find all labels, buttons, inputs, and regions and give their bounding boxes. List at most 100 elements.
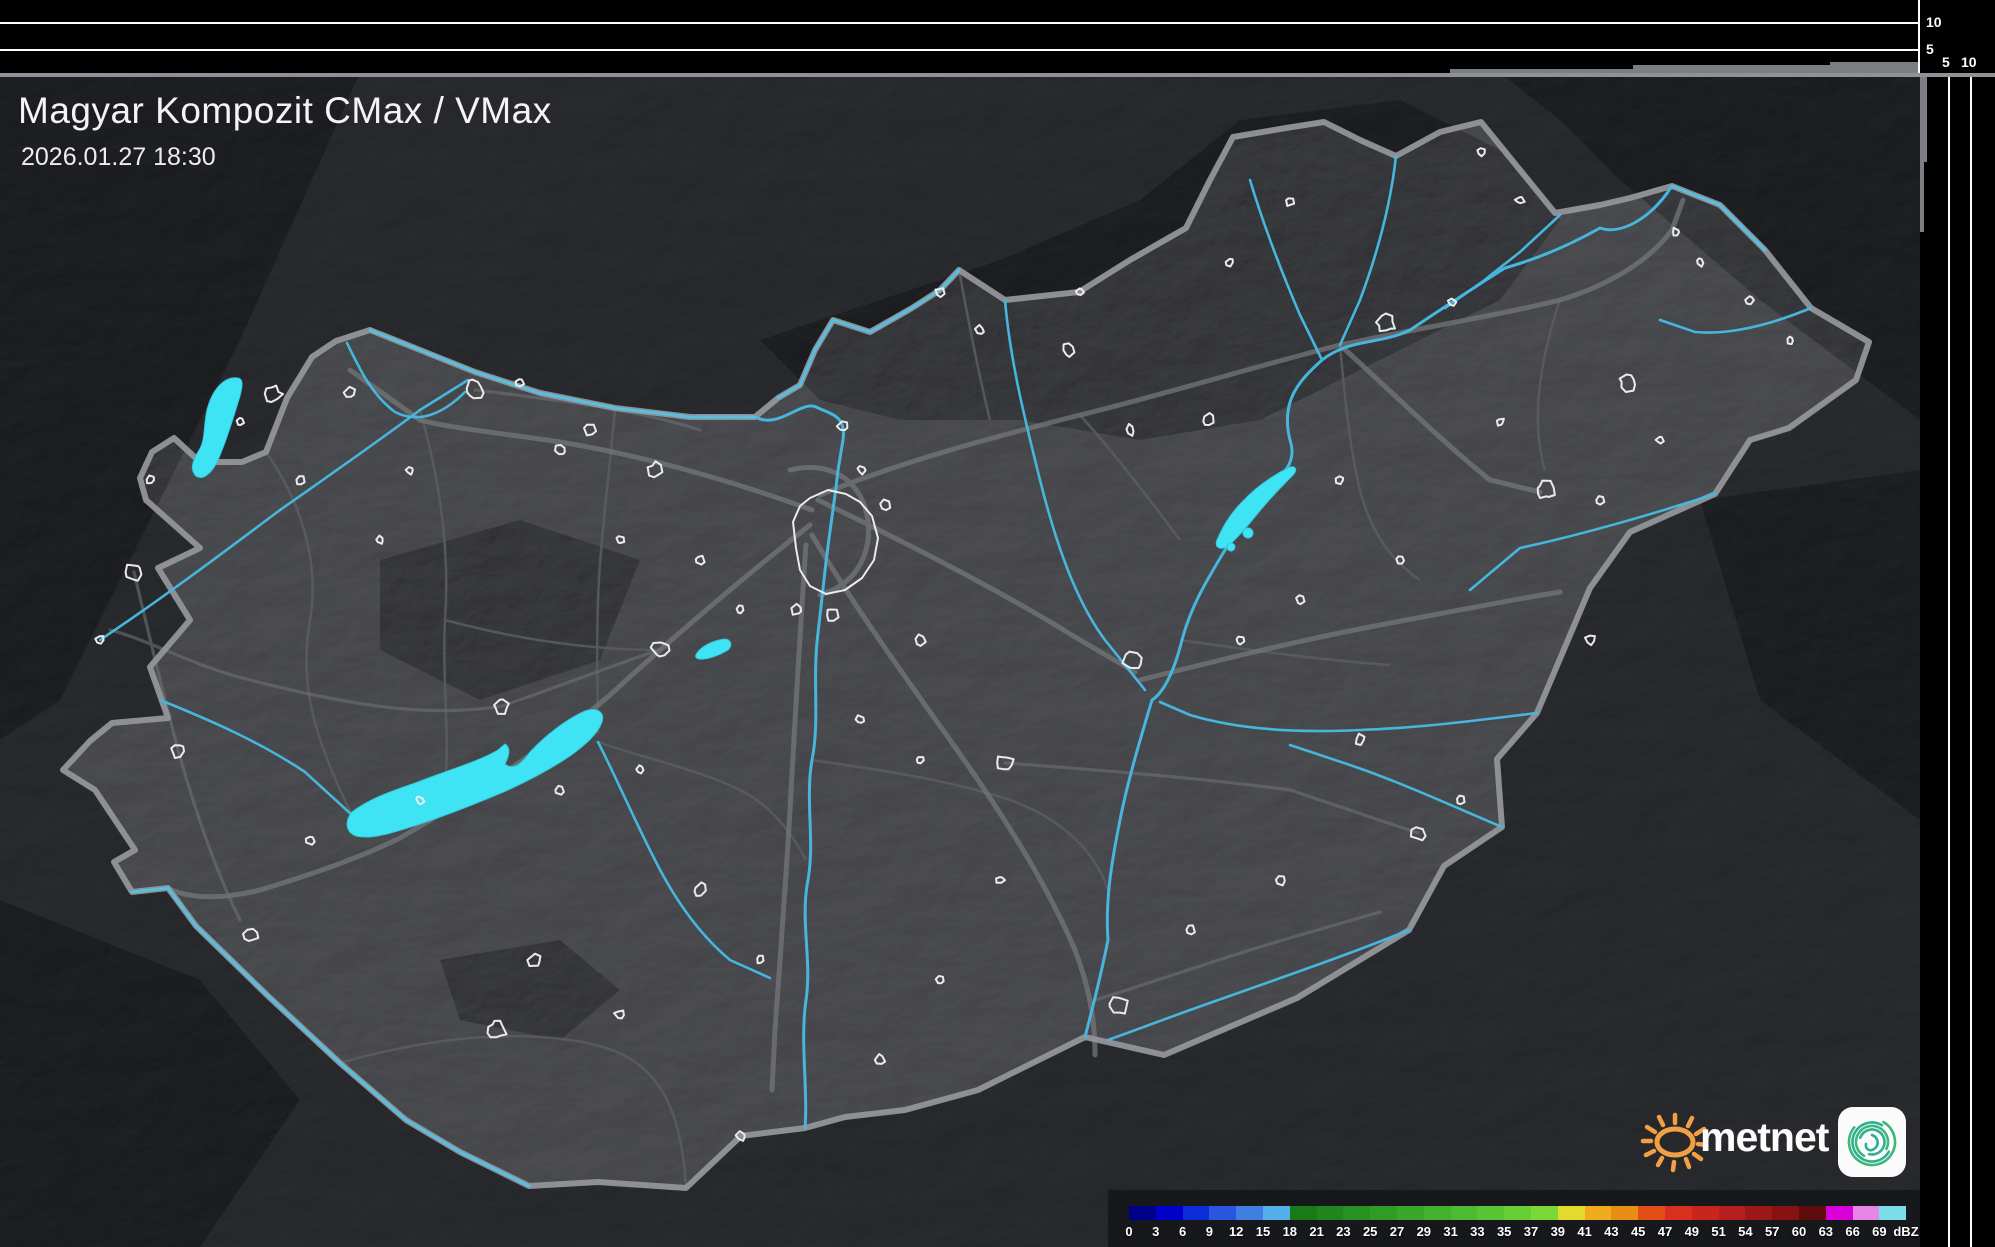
dbz-tick: 51 bbox=[1711, 1224, 1726, 1239]
dbz-tick: 49 bbox=[1684, 1224, 1700, 1239]
dbz-color-segment bbox=[1236, 1206, 1263, 1220]
dbz-tick: 31 bbox=[1443, 1224, 1458, 1239]
town-outline bbox=[375, 534, 384, 545]
dbz-tick: 12 bbox=[1228, 1224, 1244, 1239]
dbz-color-segment bbox=[1798, 1206, 1826, 1220]
town-outline bbox=[1274, 875, 1286, 887]
dbz-color-segment bbox=[1664, 1206, 1692, 1220]
town-outline bbox=[94, 635, 105, 645]
terrain-background bbox=[0, 0, 1920, 1247]
dbz-color-segment bbox=[1852, 1206, 1880, 1220]
radar-map bbox=[0, 0, 1920, 1247]
town-outline bbox=[304, 835, 316, 846]
dbz-color-segment bbox=[1370, 1206, 1397, 1220]
town-outline bbox=[613, 1009, 625, 1020]
town-outline bbox=[735, 604, 745, 615]
town-outline bbox=[854, 714, 866, 724]
town-outline bbox=[1495, 417, 1505, 427]
dbz-color-segment bbox=[1477, 1206, 1505, 1220]
town-outline bbox=[790, 602, 803, 616]
dbz-color-segment bbox=[1530, 1206, 1558, 1220]
dbz-color-segment bbox=[1638, 1206, 1665, 1220]
metnet-logo-text: metnet bbox=[1700, 1114, 1829, 1160]
dbz-tick: 27 bbox=[1389, 1224, 1405, 1239]
height-gridline-10km-vertical bbox=[1970, 77, 1972, 1247]
town-outline bbox=[693, 881, 707, 897]
town-outline bbox=[1121, 650, 1143, 670]
dbz-tick: 9 bbox=[1205, 1224, 1214, 1239]
dbz-tick: 23 bbox=[1336, 1224, 1351, 1239]
town-outline bbox=[1595, 495, 1606, 506]
dbz-color-segment bbox=[1316, 1206, 1344, 1220]
dbz-tick: 43 bbox=[1604, 1224, 1619, 1239]
town-outline bbox=[974, 323, 985, 335]
town-outline bbox=[835, 420, 849, 432]
town-outline bbox=[1696, 257, 1705, 268]
dbz-color-segment bbox=[1879, 1206, 1907, 1220]
border-rivers bbox=[130, 184, 1767, 1188]
terrain-profile-bar-vertical bbox=[1920, 77, 1927, 162]
dbz-tick: 66 bbox=[1845, 1224, 1860, 1239]
lake-balaton bbox=[346, 709, 604, 838]
town-outline bbox=[873, 1053, 887, 1065]
dbz-tick: 0 bbox=[1125, 1224, 1133, 1239]
town-outline bbox=[1786, 335, 1794, 346]
terrain-profile-bar-vertical bbox=[1920, 162, 1924, 232]
dbz-color-segment bbox=[1772, 1206, 1799, 1220]
top-profile-panel bbox=[0, 0, 1920, 73]
town-outline bbox=[1654, 435, 1665, 445]
terrain-profile-bar bbox=[1830, 62, 1920, 73]
dbz-color-segment bbox=[1343, 1206, 1371, 1220]
dbz-color-segment bbox=[1209, 1206, 1237, 1220]
town-outline bbox=[526, 952, 542, 967]
dbz-color-segment bbox=[1584, 1206, 1612, 1220]
lake-ferto bbox=[191, 377, 243, 478]
lake-velence bbox=[695, 638, 732, 660]
town-outline bbox=[914, 633, 927, 647]
town-outline bbox=[1375, 312, 1396, 333]
town-outline bbox=[615, 535, 626, 544]
dbz-color-segment bbox=[1745, 1206, 1773, 1220]
town-outline bbox=[1456, 794, 1466, 806]
dbz-tick: 21 bbox=[1309, 1224, 1324, 1239]
town-outline bbox=[934, 287, 946, 299]
town-outline bbox=[170, 744, 185, 759]
town-outline bbox=[486, 1019, 508, 1039]
town-outline bbox=[734, 1130, 746, 1142]
town-outline bbox=[1202, 412, 1215, 426]
town-outline bbox=[915, 756, 925, 765]
dbz-color-segment bbox=[1423, 1206, 1451, 1220]
town-outline bbox=[1334, 475, 1345, 486]
dbz-color-segment bbox=[1450, 1206, 1478, 1220]
dbz-color-bar bbox=[1129, 1206, 1907, 1220]
dbz-tick: 18 bbox=[1282, 1224, 1298, 1239]
page-title: Magyar Kompozit CMax / VMax bbox=[18, 90, 552, 131]
town-outline bbox=[124, 563, 143, 582]
town-outline bbox=[1513, 196, 1526, 205]
town-outline bbox=[756, 954, 765, 965]
dbz-tick: 3 bbox=[1152, 1224, 1160, 1239]
map-top-border-line bbox=[0, 73, 1995, 77]
town-outline bbox=[1185, 924, 1196, 936]
dbz-color-segment bbox=[1557, 1206, 1585, 1220]
town-outline bbox=[995, 876, 1007, 884]
town-outline bbox=[1224, 257, 1234, 268]
dbz-color-segment bbox=[1182, 1206, 1210, 1220]
town-outline bbox=[1476, 147, 1486, 158]
terrain-profile-bar bbox=[1450, 69, 1633, 73]
town-outline bbox=[493, 698, 510, 715]
dbz-color-segment bbox=[1691, 1206, 1719, 1220]
dbz-tick: 6 bbox=[1178, 1224, 1187, 1239]
town-outline bbox=[554, 784, 565, 796]
dbz-tick: 41 bbox=[1577, 1224, 1592, 1239]
roads-secondary bbox=[108, 388, 1420, 1002]
roads bbox=[169, 197, 1686, 1093]
dbz-color-segment bbox=[1155, 1206, 1183, 1220]
town-outline bbox=[826, 608, 840, 622]
height-gridline-5km-vertical bbox=[1948, 77, 1950, 1247]
height-gridline-10km bbox=[0, 22, 1920, 24]
town-outline bbox=[649, 641, 671, 658]
town-outline bbox=[415, 795, 426, 806]
town-outline bbox=[1536, 479, 1556, 499]
town-outline bbox=[1446, 297, 1458, 307]
